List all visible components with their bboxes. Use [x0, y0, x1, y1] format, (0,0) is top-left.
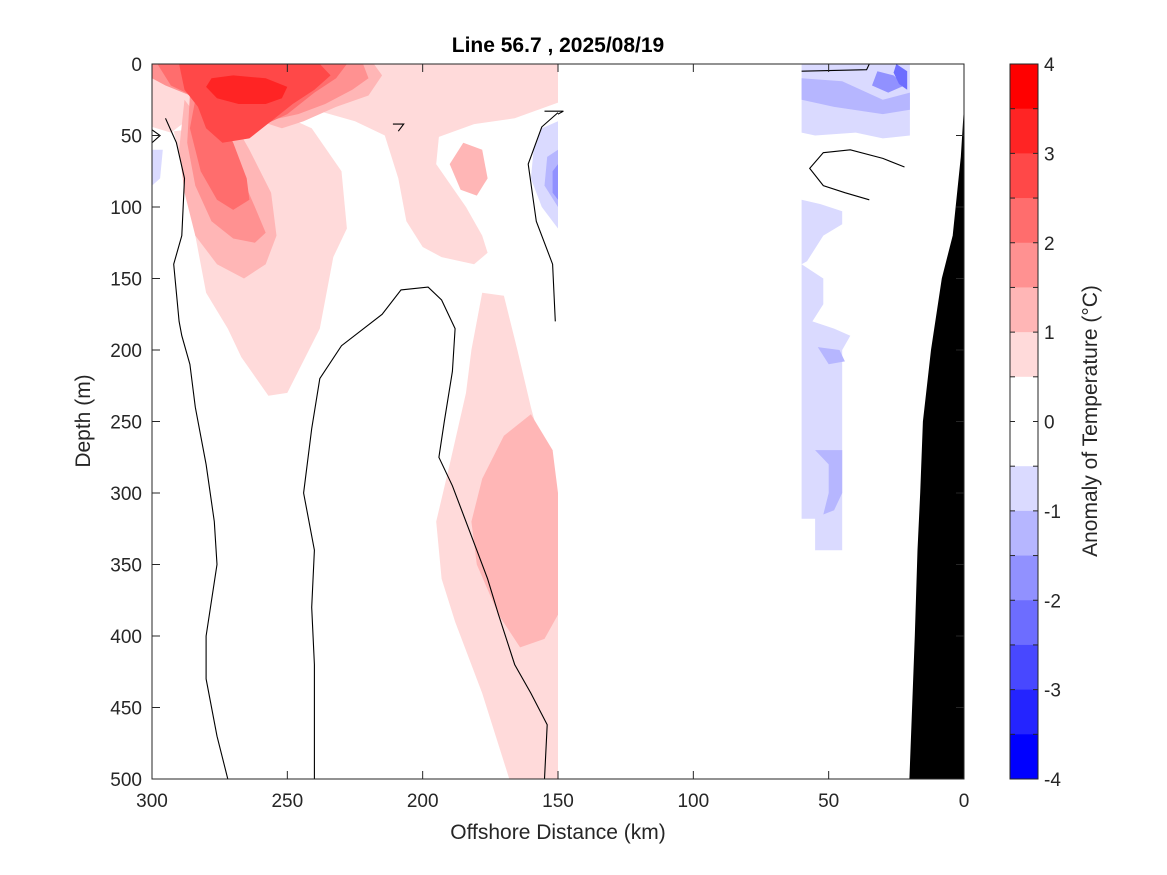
y-tick-label: 450 — [110, 699, 142, 720]
anomaly-region — [206, 75, 288, 104]
zero-contour-line — [164, 118, 229, 779]
colorbar-tick-label: 2 — [1044, 234, 1055, 255]
colorbar-tick-label: -4 — [1044, 770, 1061, 791]
zero-contour-line — [392, 123, 405, 132]
y-tick-label: 200 — [110, 341, 142, 362]
anomaly-region — [815, 450, 843, 515]
y-tick-label: 0 — [131, 55, 142, 76]
colorbar-tick-label: -1 — [1044, 502, 1061, 523]
colorbar-tick-label: 3 — [1044, 144, 1055, 165]
colorbar-swatch — [1010, 466, 1038, 512]
y-tick-label: 100 — [110, 198, 142, 219]
anomaly-region — [817, 347, 845, 365]
x-tick-label: 200 — [407, 791, 439, 812]
zero-contour-line — [303, 286, 548, 779]
zero-contour-layer — [152, 64, 905, 779]
bathymetry-shelf — [909, 114, 964, 779]
colorbar-swatch — [1010, 555, 1038, 601]
colorbar-swatches — [1010, 64, 1038, 780]
colorbar-swatch — [1010, 198, 1038, 244]
colorbar-swatch — [1010, 108, 1038, 154]
zero-contour-line — [808, 149, 905, 201]
y-tick-label: 400 — [110, 627, 142, 648]
anomaly-region — [152, 149, 163, 186]
x-axis-title: Offshore Distance (km) — [450, 821, 666, 844]
x-tick-label: 50 — [818, 791, 839, 812]
zero-contour-line — [152, 129, 161, 144]
y-tick-label: 150 — [110, 270, 142, 291]
colorbar-swatch — [1010, 644, 1038, 691]
x-axis: 300 250 200 150 100 50 0 — [136, 64, 969, 812]
anomaly-region — [152, 64, 558, 265]
colorbar-title: Anomaly of Temperature (°C) — [1079, 285, 1102, 557]
colorbar-swatch — [1010, 153, 1038, 199]
y-axis: 0 50 100 150 200 250 300 350 400 450 500 — [110, 55, 964, 791]
chart-title: Line 56.7 , 2025/08/19 — [452, 34, 664, 57]
anomaly-region — [530, 121, 558, 229]
colorbar-swatch — [1010, 332, 1038, 378]
y-tick-label: 250 — [110, 413, 142, 434]
colorbar-swatch — [1010, 242, 1038, 288]
bathymetry-layer — [909, 114, 964, 779]
colorbar: 4 3 2 1 0 -1 -2 -3 -4 Anomaly of Temperature (°C… — [1009, 55, 1102, 791]
colorbar-swatch — [1010, 64, 1038, 110]
y-tick-label: 500 — [110, 770, 142, 791]
colorbar-ticks: 4 3 2 1 0 -1 -2 -3 -4 — [1010, 55, 1061, 791]
zero-contour-line — [801, 64, 870, 72]
colorbar-tick-label: 4 — [1044, 55, 1055, 76]
colorbar-swatch — [1010, 510, 1038, 556]
x-tick-label: 250 — [271, 791, 303, 812]
colorbar-swatch — [1010, 600, 1038, 646]
colorbar-swatch — [1010, 421, 1038, 467]
x-tick-label: 0 — [959, 791, 970, 812]
anomaly-region — [471, 414, 558, 648]
y-tick-label: 350 — [110, 556, 142, 577]
zero-contour-line — [527, 112, 559, 322]
y-axis-title: Depth (m) — [72, 374, 95, 467]
y-tick-label: 300 — [110, 484, 142, 505]
colorbar-tick-label: -3 — [1044, 681, 1061, 702]
anomaly-region — [893, 64, 908, 90]
colorbar-tick-label: -2 — [1044, 591, 1061, 612]
anomaly-region — [872, 71, 905, 93]
anomaly-region — [801, 78, 910, 115]
colorbar-swatch — [1010, 376, 1038, 422]
anomaly-region — [189, 99, 250, 210]
anomaly-region — [552, 164, 558, 200]
plot-area: 300 250 200 150 100 50 0 050100150200250300350… — [110, 55, 969, 812]
zero-contour-line — [544, 110, 564, 115]
anomaly-region — [449, 142, 488, 196]
colorbar-tick-label: 1 — [1044, 323, 1055, 344]
colorbar-swatch — [1010, 734, 1038, 780]
colorbar-swatch — [1010, 689, 1038, 735]
x-tick-label: 100 — [677, 791, 709, 812]
x-tick-label: 300 — [136, 791, 168, 812]
y-tick-label: 50 — [121, 127, 142, 148]
anomaly-region — [801, 199, 843, 265]
anomaly-fill-layer — [152, 64, 910, 779]
colorbar-swatch — [1010, 287, 1038, 333]
x-tick-label: 150 — [542, 791, 574, 812]
colorbar-tick-label: 0 — [1044, 413, 1055, 434]
